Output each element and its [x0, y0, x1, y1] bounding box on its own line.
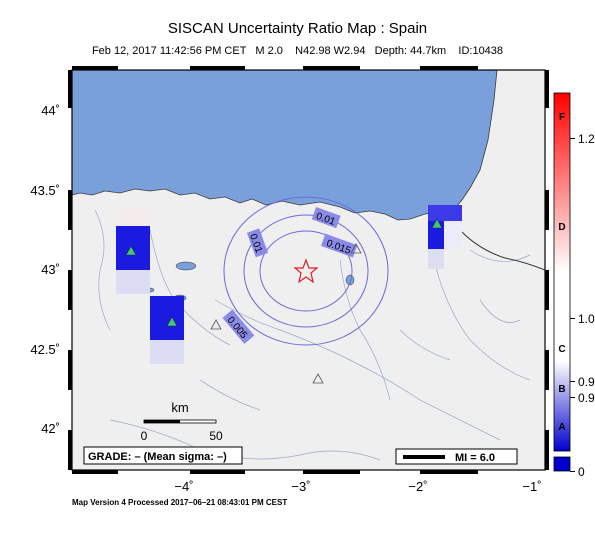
grade-letter: C — [558, 344, 565, 355]
lat-tick: 42.5˚ — [30, 342, 60, 357]
grade-box: GRADE: – (Mean sigma: –) — [83, 446, 243, 465]
grade-letter: B — [558, 384, 565, 395]
mi-label: MI = 6.0 — [455, 452, 495, 464]
rivers — [94, 209, 531, 461]
lon-tick: −2˚ — [408, 479, 427, 494]
map-canvas — [72, 70, 545, 470]
map-title: SISCAN Uncertainty Ratio Map : Spain — [167, 20, 428, 37]
stations — [125, 218, 443, 384]
mi-legend: MI = 6.0 — [395, 448, 518, 465]
sea-area — [72, 70, 498, 221]
scale-end: 50 — [209, 429, 223, 443]
lon-axis: −4˚ −3˚ −2˚ −1˚ — [174, 479, 541, 494]
grade-text: GRADE: – (Mean sigma: –) — [88, 451, 227, 463]
lon-tick: −4˚ — [174, 479, 193, 494]
lat-tick: 42˚ — [41, 421, 60, 436]
station-triangle — [350, 243, 362, 254]
contours — [223, 196, 389, 346]
grade-letter: D — [558, 222, 565, 233]
colorbar-value: 0 — [578, 465, 585, 479]
colorbar-value: 0.9 — [578, 391, 595, 405]
colorbar: 1.2 1.0 0.9 0.9 0 F D C B A — [553, 92, 595, 479]
station-triangle — [312, 373, 324, 384]
grade-letter: F — [559, 112, 565, 123]
footer-processed: Map Version 4 Processed 2017–06–21 08:43… — [72, 498, 288, 507]
epicenter-star — [293, 258, 319, 284]
colorbar-value: 1.0 — [578, 312, 595, 326]
station-triangle — [210, 319, 222, 330]
lat-tick: 43.5˚ — [30, 183, 60, 198]
map-frame — [68, 66, 549, 474]
scale-bar: km 0 50 — [141, 400, 223, 443]
uncertainty-cells — [116, 205, 462, 364]
lat-tick: 44˚ — [41, 103, 60, 118]
colorbar-value: 0.9 — [578, 375, 595, 389]
lon-tick: −1˚ — [522, 479, 541, 494]
border-line — [461, 231, 545, 271]
grade-letter: A — [558, 422, 565, 433]
scale-start: 0 — [141, 429, 148, 443]
lat-axis: 44˚ 43.5˚ 43˚ 42.5˚ 42˚ — [30, 103, 60, 436]
lat-tick: 43˚ — [41, 262, 60, 277]
lon-tick: −3˚ — [291, 479, 310, 494]
station-triangle — [166, 316, 178, 327]
station-triangle — [431, 218, 443, 229]
station-triangle — [125, 245, 137, 256]
event-info: Feb 12, 2017 11:42:56 PM CET M 2.0 N42.9… — [91, 45, 504, 57]
colorbar-value: 1.2 — [578, 132, 595, 146]
scale-unit: km — [171, 400, 188, 415]
